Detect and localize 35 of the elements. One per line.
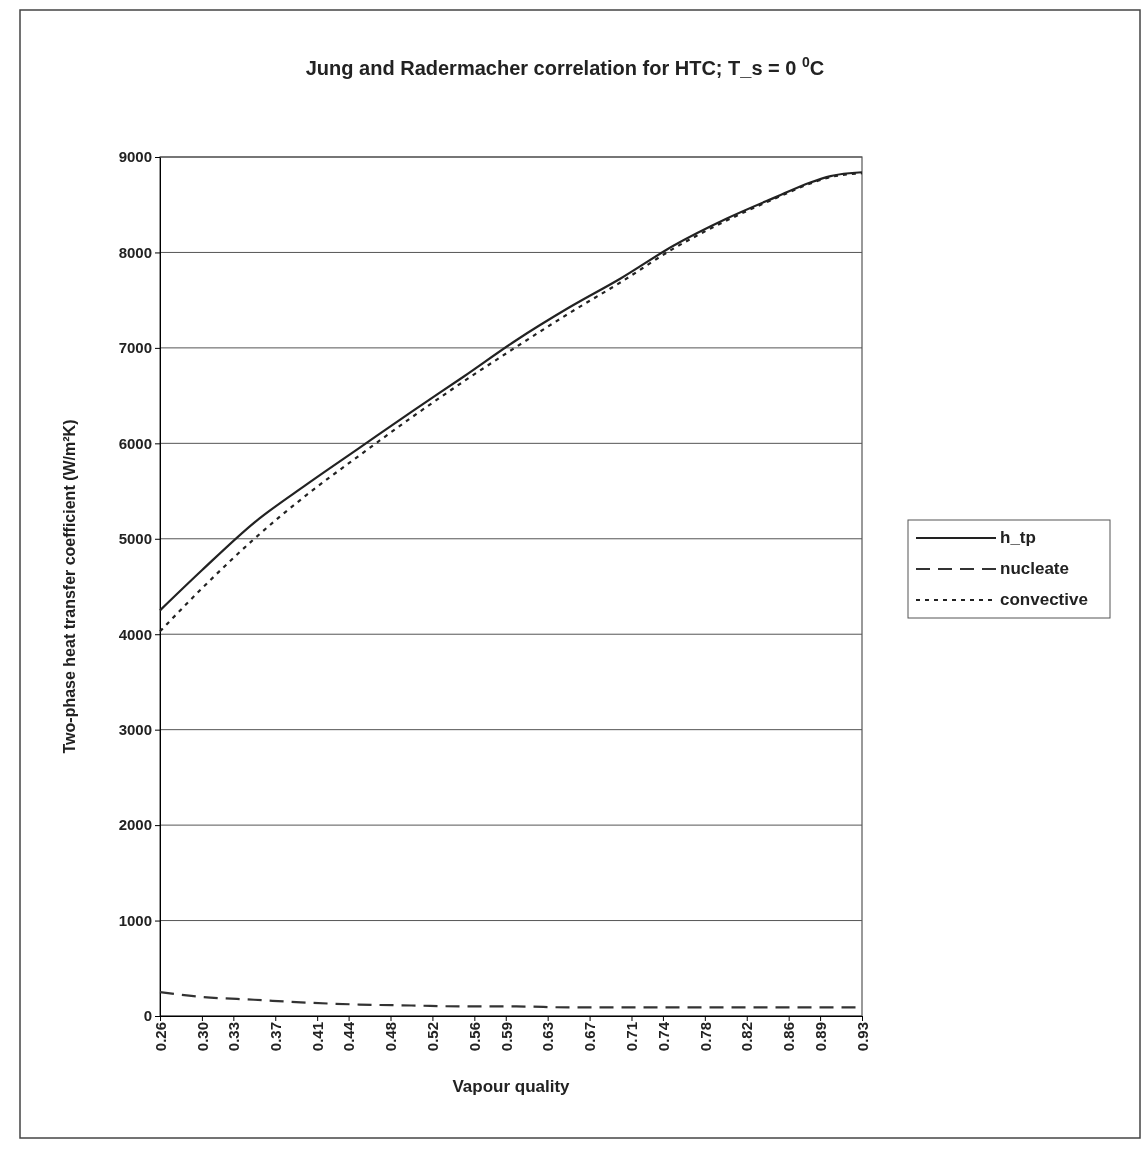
x-tick-label: 0.48: [382, 1022, 400, 1052]
x-tick-label: 0.74: [654, 1021, 672, 1052]
y-axis-title: Two-phase heat transfer coefficient (W/m²K): [61, 419, 78, 754]
x-tick-label: 0.30: [193, 1022, 211, 1052]
x-tick-label: 0.41: [308, 1022, 326, 1052]
x-tick-label: 0.37: [267, 1022, 284, 1052]
x-tick-label: 0.86: [780, 1022, 798, 1052]
x-tick-label: 0.33: [225, 1022, 243, 1052]
y-tick-label: 7000: [118, 339, 152, 357]
y-tick-label: 1000: [118, 911, 152, 929]
x-tick-label: 0.59: [497, 1022, 515, 1052]
x-tick-label: 0.56: [466, 1022, 484, 1052]
y-tick-label: 8000: [118, 243, 152, 261]
y-tick-label: 3000: [118, 720, 152, 738]
x-tick-label: 0.89: [811, 1022, 829, 1052]
x-axis-title: Vapour quality: [452, 1077, 571, 1096]
x-tick-label: 0.26: [151, 1022, 169, 1052]
y-tick-label: 0: [143, 1007, 152, 1025]
legend-label: h_tp: [1000, 528, 1036, 547]
x-tick-label: 0.67: [581, 1022, 599, 1052]
y-tick-label: 9000: [118, 148, 152, 166]
y-tick-label: 2000: [118, 816, 152, 834]
chart-title: Jung and Radermacher correlation for HTC; T_s = 0 $^{0}$C: [305, 54, 825, 79]
legend-label: nucleate: [1000, 559, 1069, 578]
legend-label: convective: [1000, 590, 1088, 609]
y-tick-label: 6000: [118, 434, 152, 452]
y-tick-label: 4000: [118, 625, 152, 643]
x-tick-label: 0.78: [696, 1022, 714, 1052]
x-tick-label: 0.82: [738, 1022, 756, 1052]
x-tick-label: 0.52: [424, 1022, 442, 1052]
x-tick-label: 0.44: [340, 1021, 358, 1052]
y-tick-label: 5000: [118, 530, 152, 548]
x-tick-label: 0.93: [853, 1022, 871, 1052]
x-tick-label: 0.63: [539, 1022, 557, 1052]
x-tick-label: 0.71: [623, 1022, 641, 1052]
